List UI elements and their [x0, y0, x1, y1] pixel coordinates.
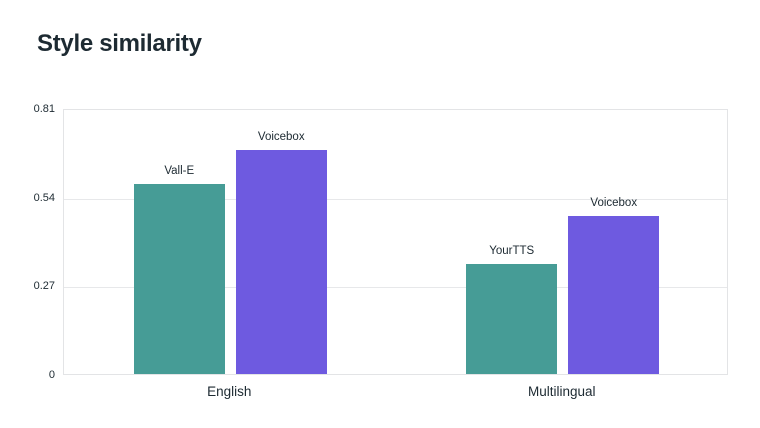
bar-label-multilingual-voicebox: Voicebox [590, 197, 638, 210]
category-label-multilingual: Multilingual [527, 384, 596, 399]
chart-title: Style similarity [37, 30, 202, 57]
ytick-label-0: 0 [48, 369, 55, 381]
bar-multilingual-yourtts [466, 264, 558, 374]
ytick-label-0.81: 0.81 [33, 103, 55, 115]
gridline-0.54 [64, 198, 727, 200]
ytick-label-0.54: 0.54 [33, 191, 55, 204]
bar-label-multilingual-yourtts: YourTTS [489, 245, 535, 257]
y-axis: 0 0.27 0.54 0.81 [0, 103, 55, 381]
plot-area: Vall-E Voicebox YourTTS Voicebox [63, 109, 728, 375]
bar-multilingual-voicebox [568, 216, 660, 374]
ytick-label-0.27: 0.27 [33, 280, 55, 293]
category-label-english: English [207, 384, 252, 399]
bar-label-english-vall-e: Vall-E [164, 164, 195, 177]
gridline-0.27 [64, 287, 727, 289]
bar-english-voicebox [235, 150, 327, 374]
bar-label-english-voicebox: Voicebox [257, 131, 305, 144]
bar-english-vall-e [133, 183, 225, 374]
